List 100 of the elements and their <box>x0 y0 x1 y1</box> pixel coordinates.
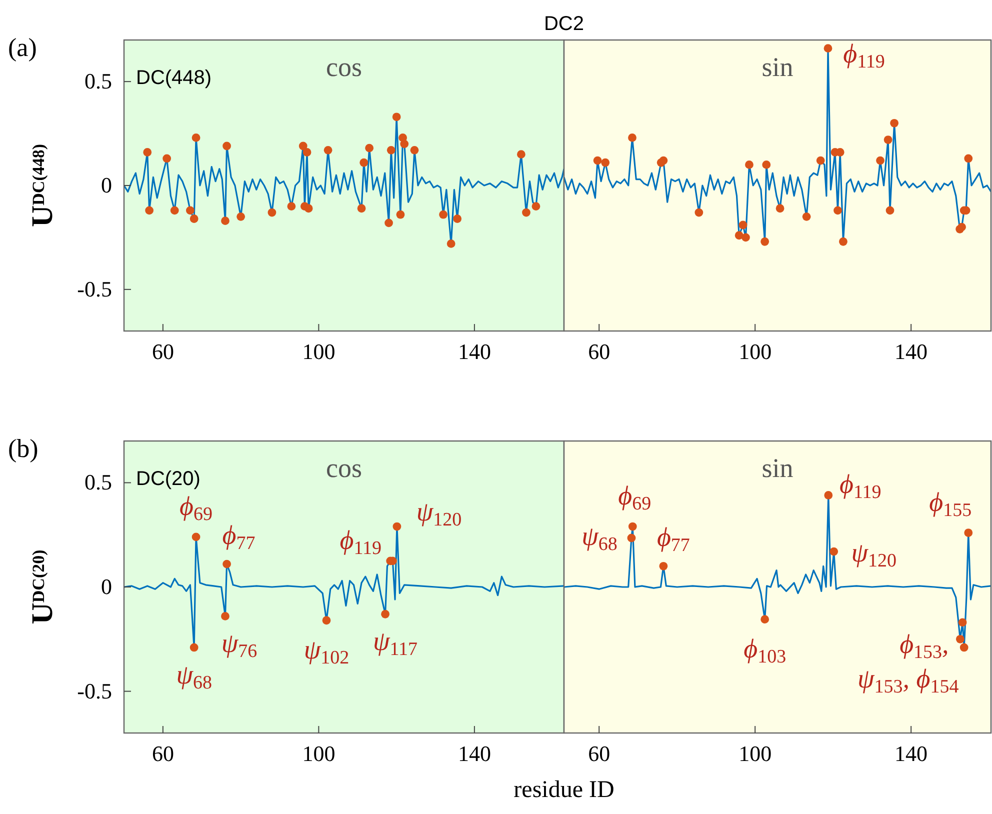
annotation: ϕ$_{69}$ <box>618 480 652 514</box>
annotation: ψ$_{117}$ <box>372 626 418 660</box>
point <box>381 610 390 618</box>
point <box>143 148 152 156</box>
x-tick-label: 100 <box>302 741 336 766</box>
x-axis-title: residue ID <box>514 777 614 803</box>
point <box>392 112 401 122</box>
annotation: ψ$_{68}$ <box>582 520 618 555</box>
point <box>439 210 448 219</box>
annotation: DC(448) <box>136 67 212 89</box>
y-tick-label: 0.5 <box>84 470 112 495</box>
point <box>268 208 276 217</box>
annotation: ψ$_{102}$ <box>304 634 350 668</box>
point <box>190 643 198 652</box>
x-tick-label: 100 <box>302 339 336 364</box>
point <box>876 156 884 165</box>
point <box>453 214 462 223</box>
band-label: cos <box>326 52 362 82</box>
point <box>186 206 194 215</box>
annotation: ϕ$_{153}$, <box>900 629 949 663</box>
point <box>958 618 967 627</box>
point <box>396 210 405 219</box>
point <box>322 616 331 625</box>
point <box>221 216 230 226</box>
annotation: ψ$_{76}$ <box>221 628 258 662</box>
text: (b) <box>8 434 38 463</box>
point <box>890 118 898 128</box>
x-tick-label: 100 <box>738 339 772 364</box>
point <box>760 615 770 624</box>
x-tick-label: 140 <box>894 339 928 364</box>
point <box>532 202 540 210</box>
x-tick-label: 140 <box>458 741 491 766</box>
y-tick-label: 0 <box>101 574 112 599</box>
point <box>357 204 366 213</box>
point <box>659 156 668 165</box>
point <box>516 150 526 159</box>
point <box>593 156 602 165</box>
point <box>802 212 811 221</box>
x-tick-label: 60 <box>152 339 174 364</box>
annotation: DC(20) <box>136 468 200 490</box>
point <box>145 206 154 215</box>
point <box>400 140 409 148</box>
point <box>834 206 842 215</box>
x-tick-label: 140 <box>894 741 928 766</box>
x-tick-label: 140 <box>458 339 491 364</box>
point <box>522 208 530 217</box>
point <box>627 534 636 542</box>
point <box>221 612 230 620</box>
annotation: ϕ$_{119}$ <box>340 524 382 559</box>
point <box>392 522 402 531</box>
point <box>776 204 784 213</box>
point <box>628 522 637 531</box>
point <box>886 206 894 215</box>
annotation: ψ$_{153}$, ϕ$_{154}$ <box>857 663 960 698</box>
point <box>694 208 704 217</box>
band-label: sin <box>762 52 794 82</box>
x-tick-label: 60 <box>152 741 174 766</box>
point <box>410 146 419 154</box>
point <box>745 160 754 169</box>
y-tick-label: 0 <box>101 172 112 198</box>
band-label: sin <box>762 453 794 483</box>
point <box>236 212 246 221</box>
point <box>192 532 200 542</box>
point <box>628 133 636 142</box>
y-tick-label: -0.5 <box>77 276 112 302</box>
annotation: ϕ$_{119}$ <box>840 469 882 503</box>
annotation: ψ$_{68}$ <box>176 659 212 694</box>
point <box>601 158 610 167</box>
point <box>222 560 231 568</box>
point <box>659 562 668 570</box>
annotation: ϕ$_{103}$ <box>744 633 786 668</box>
point <box>824 491 833 500</box>
point <box>287 202 296 210</box>
x-tick-label: 100 <box>738 741 772 766</box>
point <box>298 142 308 150</box>
y-tick-label: -0.5 <box>77 678 112 704</box>
point <box>190 214 198 223</box>
point <box>964 154 973 163</box>
point <box>446 240 456 248</box>
point <box>170 206 179 215</box>
annotation: ϕ$_{119}$ <box>843 38 885 72</box>
point <box>162 154 172 163</box>
annotation: ψ$_{120}$ <box>851 538 896 572</box>
chart-title: DC2 <box>544 13 584 35</box>
point <box>760 237 770 246</box>
point <box>956 634 964 644</box>
point <box>738 220 748 230</box>
point <box>365 144 374 152</box>
point <box>839 237 848 246</box>
point <box>222 142 231 150</box>
point <box>302 148 312 156</box>
annotation: ϕ$_{155}$ <box>929 486 972 521</box>
annotation: ϕ$_{69}$ <box>180 490 213 525</box>
annotation: ϕ$_{77}$ <box>222 520 256 554</box>
point <box>384 218 393 228</box>
band-label: cos <box>326 453 362 483</box>
point <box>830 547 838 556</box>
annotation: ϕ$_{77}$ <box>656 522 690 556</box>
y-tick-label: 0.5 <box>84 68 112 94</box>
point <box>304 204 313 213</box>
